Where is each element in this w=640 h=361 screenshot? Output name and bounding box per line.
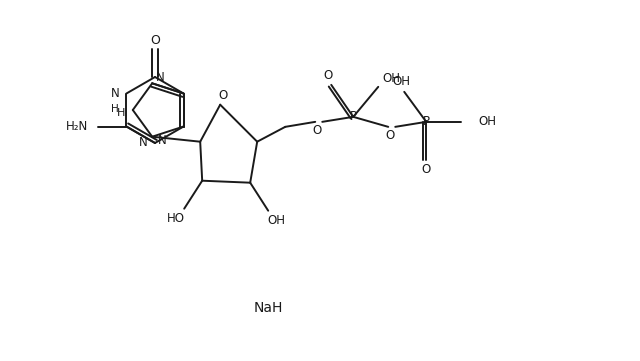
Text: N: N: [111, 87, 120, 100]
Text: O: O: [386, 129, 395, 142]
Text: P: P: [423, 116, 429, 129]
Text: O: O: [219, 89, 228, 102]
Text: N: N: [156, 71, 165, 84]
Text: OH: OH: [267, 214, 285, 227]
Text: O: O: [150, 34, 160, 47]
Text: HO: HO: [167, 212, 185, 225]
Text: O: O: [324, 69, 333, 82]
Text: NaH: NaH: [253, 301, 283, 315]
Text: N: N: [158, 134, 167, 147]
Text: H₂N: H₂N: [66, 120, 88, 133]
Text: OH: OH: [392, 75, 410, 88]
Text: N: N: [140, 136, 148, 149]
Text: O: O: [312, 124, 322, 137]
Text: OH: OH: [382, 72, 400, 85]
Text: OH: OH: [478, 116, 496, 129]
Text: H: H: [117, 108, 125, 117]
Text: H: H: [111, 104, 118, 114]
Text: O: O: [422, 163, 431, 176]
Text: P: P: [349, 110, 356, 123]
